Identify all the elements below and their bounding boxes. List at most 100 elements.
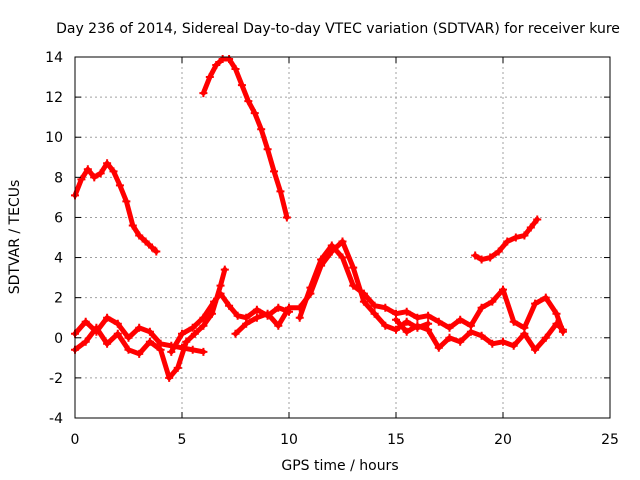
data-point-marker <box>270 167 279 176</box>
data-point-marker <box>276 187 285 196</box>
data-point-marker <box>338 237 347 246</box>
data-point-marker <box>148 243 157 252</box>
data-point-marker <box>477 255 486 264</box>
x-tick-label: 10 <box>280 432 298 448</box>
data-point-marker <box>338 253 347 262</box>
data-point-marker <box>252 305 261 314</box>
data-point-marker <box>165 373 174 382</box>
data-point-marker <box>182 337 191 346</box>
data-point-marker <box>392 325 400 334</box>
data-point-marker <box>494 247 503 256</box>
data-point-marker <box>237 81 246 90</box>
data-point-marker <box>124 345 133 354</box>
data-point-marker <box>274 321 283 330</box>
data-point-marker <box>520 231 529 240</box>
data-point-marker <box>231 65 240 74</box>
data-point-marker <box>282 213 291 222</box>
data-point-marker <box>216 281 225 290</box>
data-point-marker <box>349 263 358 272</box>
data-point-marker <box>413 313 422 322</box>
data-point-marker <box>445 333 454 342</box>
data-point-marker <box>178 329 186 338</box>
data-point-marker <box>145 327 154 336</box>
data-point-marker <box>167 347 176 356</box>
data-point-marker <box>531 299 540 308</box>
data-point-marker <box>295 313 304 322</box>
data-point-marker <box>370 301 379 310</box>
data-point-marker <box>499 285 507 294</box>
data-point-marker <box>509 341 518 350</box>
data-point-marker <box>199 89 208 98</box>
data-point-marker <box>552 319 561 328</box>
series-line-arc-2 <box>200 56 290 220</box>
data-point-marker <box>128 221 137 230</box>
data-point-marker <box>370 309 379 318</box>
data-point-marker <box>456 315 465 324</box>
data-point-marker <box>520 329 529 338</box>
data-point-marker <box>456 337 465 346</box>
data-point-marker <box>445 323 454 332</box>
data-point-marker <box>381 303 390 312</box>
data-point-marker <box>103 339 112 348</box>
y-tick-label: 4 <box>54 251 63 267</box>
y-tick-label: 2 <box>54 291 63 307</box>
y-tick-label: -2 <box>49 371 63 387</box>
data-point-marker <box>242 319 251 328</box>
data-point-marker <box>541 293 550 302</box>
data-point-marker <box>244 97 253 106</box>
y-tick-label: 0 <box>54 331 63 347</box>
data-point-marker <box>392 315 400 324</box>
data-point-marker <box>511 233 520 242</box>
data-point-marker <box>424 325 433 334</box>
data-point-marker <box>135 349 144 358</box>
x-tick-label: 20 <box>494 432 512 448</box>
x-axis-label: GPS time / hours <box>281 458 398 474</box>
data-point-marker <box>205 73 214 82</box>
data-point-marker <box>413 321 422 330</box>
y-axis-label: SDTVAR / TECUs <box>7 180 23 295</box>
data-point-marker <box>207 309 216 318</box>
data-point-marker <box>115 181 124 190</box>
data-point-marker <box>135 231 144 240</box>
data-point-marker <box>103 313 112 322</box>
data-point-marker <box>145 337 154 346</box>
data-point-marker <box>531 345 540 354</box>
data-point-marker <box>471 251 480 260</box>
data-point-marker <box>263 309 272 318</box>
series-line-arc-6 <box>168 291 292 355</box>
data-point-marker <box>252 313 261 322</box>
x-tick-label: 25 <box>601 432 619 448</box>
data-point-marker <box>477 303 486 312</box>
data-point-marker <box>274 303 283 312</box>
data-point-marker <box>250 109 259 118</box>
x-tick-label: 15 <box>387 432 405 448</box>
plot-frame <box>74 56 611 419</box>
data-point-marker <box>509 317 518 326</box>
data-point-marker <box>306 283 315 292</box>
data-point-marker <box>402 327 411 336</box>
data-point-marker <box>188 345 197 354</box>
data-point-marker <box>488 339 497 348</box>
data-point-marker <box>122 197 131 206</box>
data-point-marker <box>402 307 411 316</box>
data-point-marker <box>434 317 443 326</box>
y-tick-label: 10 <box>45 130 63 146</box>
data-point-marker <box>285 303 293 312</box>
data-point-marker <box>220 265 229 274</box>
data-point-marker <box>317 255 326 264</box>
data-point-marker <box>327 241 336 250</box>
data-point-marker <box>263 145 272 154</box>
data-point-marker <box>83 165 92 174</box>
data-point-marker <box>488 297 497 306</box>
data-point-marker <box>424 311 433 320</box>
data-point-marker <box>402 317 411 326</box>
data-point-marker <box>210 297 219 306</box>
data-point-marker <box>109 167 118 176</box>
data-point-marker <box>216 289 225 298</box>
data-point-marker <box>233 311 242 320</box>
data-point-marker <box>552 309 561 318</box>
series-line-arc-1 <box>72 160 159 254</box>
data-series-layer <box>71 55 567 382</box>
series-line-arc-3 <box>472 216 540 263</box>
